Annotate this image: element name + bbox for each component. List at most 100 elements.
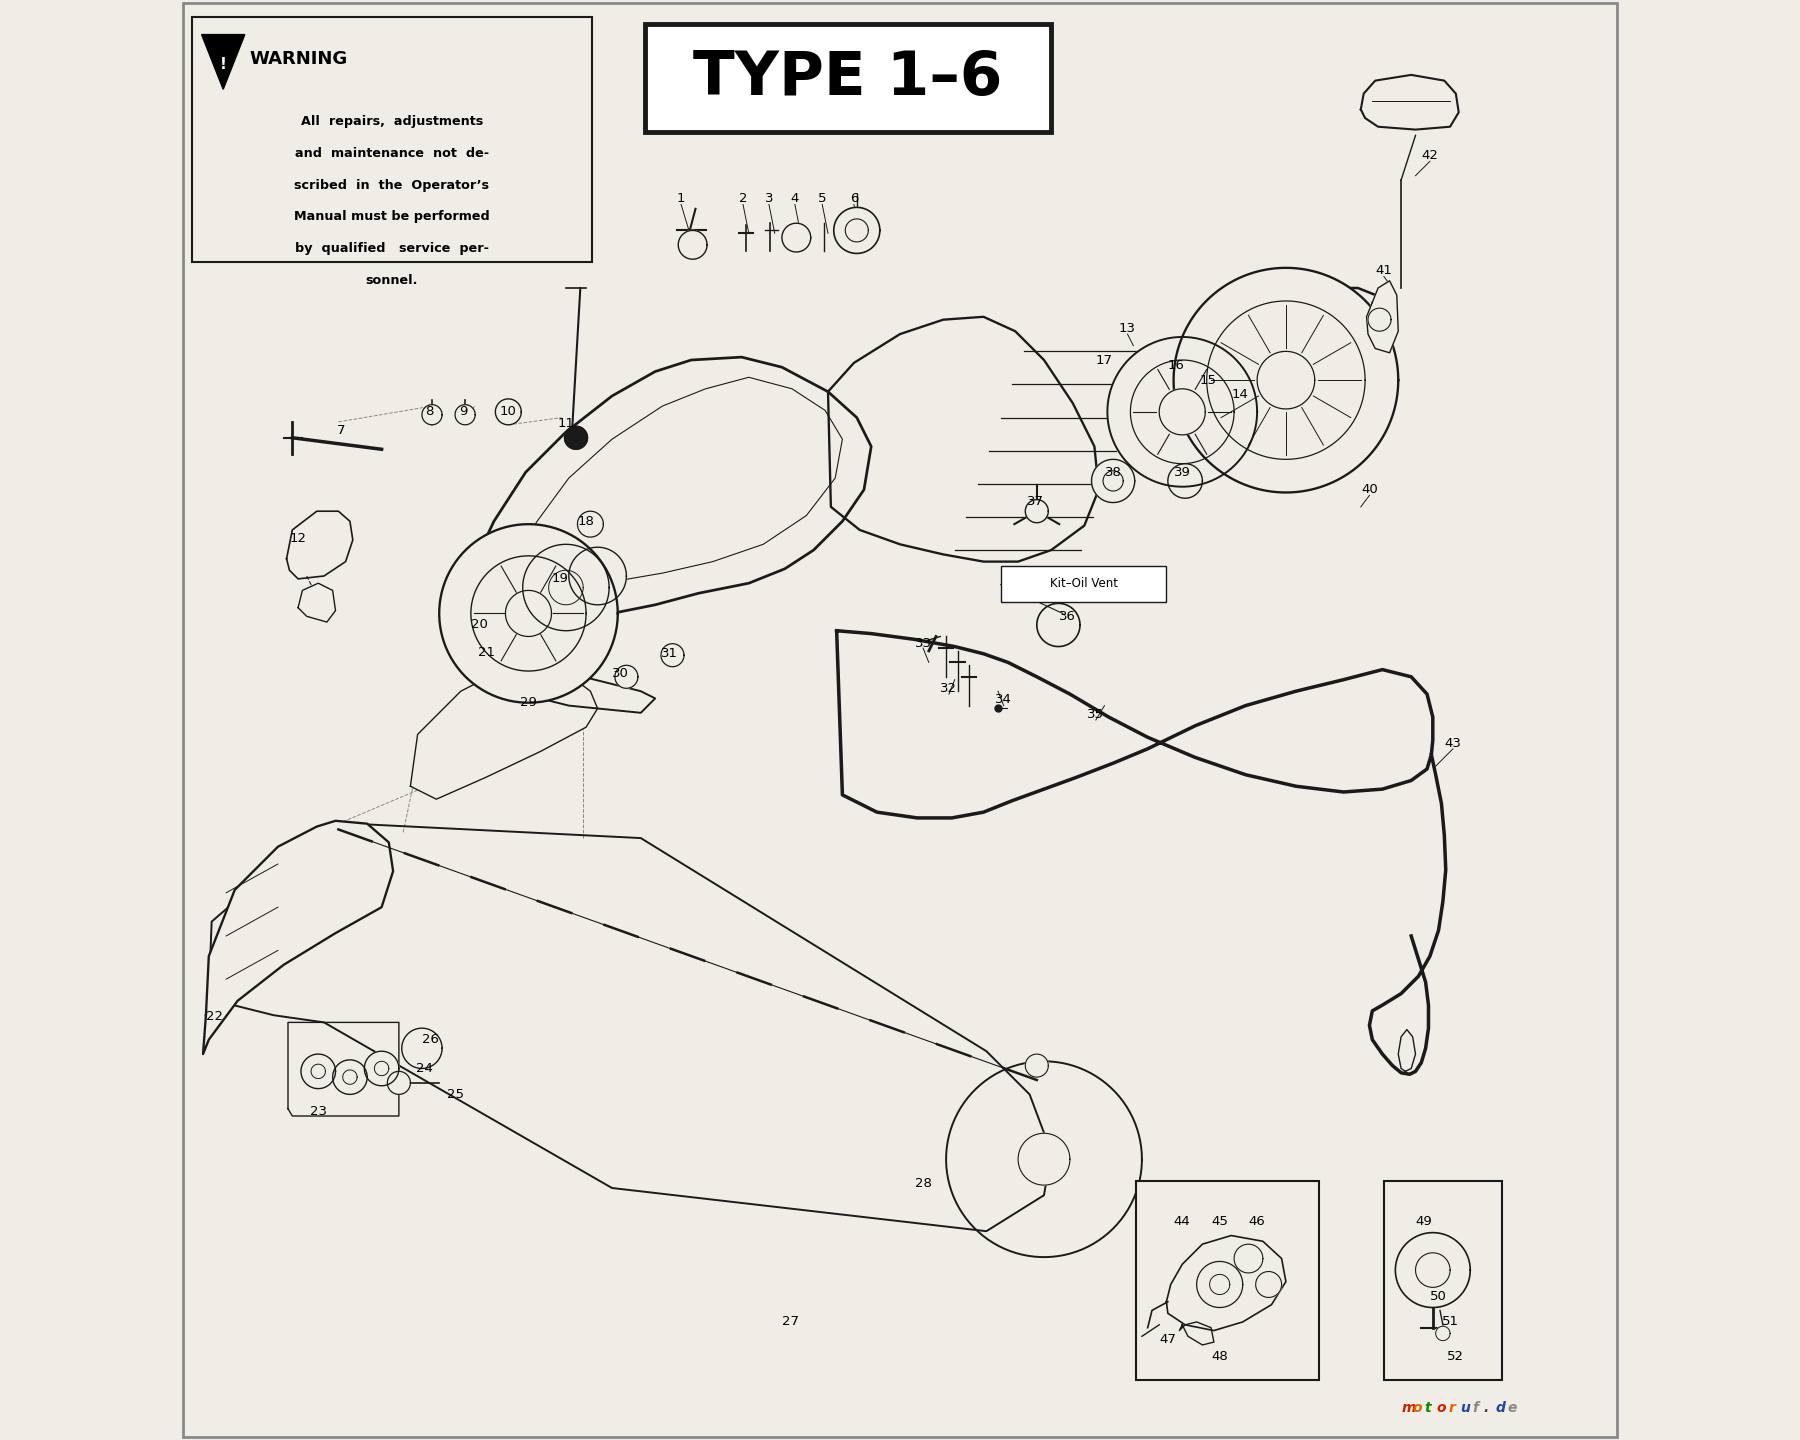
Polygon shape (661, 644, 684, 667)
Text: 36: 36 (1058, 609, 1075, 624)
Text: o: o (1413, 1401, 1422, 1416)
Text: o: o (1436, 1401, 1445, 1416)
Text: 31: 31 (661, 647, 679, 661)
Polygon shape (301, 1054, 335, 1089)
Text: 9: 9 (459, 405, 468, 419)
Polygon shape (1399, 1030, 1415, 1071)
Bar (1136, 1181, 1319, 1380)
Text: 7: 7 (337, 423, 346, 438)
Text: 23: 23 (310, 1104, 328, 1119)
Text: 19: 19 (553, 572, 569, 586)
Text: 51: 51 (1442, 1315, 1458, 1329)
Polygon shape (781, 223, 810, 252)
Polygon shape (410, 665, 598, 799)
Text: 8: 8 (425, 405, 434, 419)
Text: 37: 37 (1026, 494, 1044, 508)
Text: 30: 30 (612, 667, 628, 681)
Text: 46: 46 (1249, 1214, 1265, 1228)
Polygon shape (506, 590, 551, 636)
Text: 45: 45 (1211, 1214, 1228, 1228)
Text: 17: 17 (1096, 353, 1112, 367)
Polygon shape (401, 1028, 443, 1068)
Polygon shape (202, 35, 245, 89)
Text: 3: 3 (765, 192, 774, 206)
Polygon shape (1107, 337, 1256, 487)
Polygon shape (1415, 1253, 1451, 1287)
Text: 26: 26 (423, 1032, 439, 1047)
Polygon shape (522, 544, 608, 631)
Polygon shape (565, 426, 587, 449)
Polygon shape (1037, 603, 1080, 647)
Text: 25: 25 (446, 1087, 464, 1102)
Text: 24: 24 (416, 1061, 434, 1076)
Polygon shape (472, 556, 587, 671)
Text: 32: 32 (940, 681, 958, 696)
Text: 20: 20 (472, 618, 488, 632)
Polygon shape (1174, 268, 1399, 492)
Text: 10: 10 (500, 405, 517, 419)
Polygon shape (1210, 1274, 1229, 1295)
Polygon shape (1091, 459, 1134, 503)
Text: 2: 2 (738, 192, 747, 206)
Polygon shape (387, 1071, 410, 1094)
Polygon shape (342, 1070, 356, 1084)
Text: and  maintenance  not  de-: and maintenance not de- (295, 147, 490, 160)
Text: 39: 39 (1174, 465, 1190, 480)
Polygon shape (679, 230, 707, 259)
Polygon shape (439, 524, 617, 703)
Text: 11: 11 (558, 416, 574, 431)
Text: 15: 15 (1199, 373, 1217, 387)
Polygon shape (616, 665, 637, 688)
Text: 13: 13 (1120, 321, 1136, 336)
Text: 35: 35 (1087, 707, 1105, 721)
Polygon shape (1019, 1133, 1069, 1185)
Bar (1384, 1181, 1501, 1380)
Text: 43: 43 (1445, 736, 1462, 750)
Polygon shape (1026, 1054, 1048, 1077)
Polygon shape (833, 207, 880, 253)
Polygon shape (1235, 1244, 1264, 1273)
Text: All  repairs,  adjustments: All repairs, adjustments (301, 115, 482, 128)
Text: Manual must be performed: Manual must be performed (293, 210, 490, 223)
Polygon shape (1188, 288, 1390, 478)
Polygon shape (1256, 351, 1314, 409)
Text: .: . (1483, 1401, 1489, 1416)
Polygon shape (1179, 1322, 1213, 1345)
Text: m: m (1400, 1401, 1415, 1416)
Text: f: f (1472, 1401, 1478, 1416)
Polygon shape (569, 547, 626, 605)
Text: 5: 5 (817, 192, 826, 206)
Polygon shape (203, 821, 392, 1054)
Polygon shape (468, 576, 655, 713)
Text: WARNING: WARNING (248, 50, 347, 68)
Text: 27: 27 (781, 1315, 799, 1329)
Text: Kit–Oil Vent: Kit–Oil Vent (1049, 577, 1118, 590)
Text: 21: 21 (479, 645, 495, 660)
Text: 18: 18 (578, 514, 594, 528)
Polygon shape (1395, 1233, 1471, 1308)
Polygon shape (1206, 301, 1364, 459)
Polygon shape (1361, 75, 1458, 130)
Polygon shape (333, 1060, 367, 1094)
Bar (644, 24, 1051, 132)
Text: !: ! (220, 58, 227, 72)
Text: 28: 28 (914, 1176, 931, 1191)
Text: 12: 12 (290, 531, 306, 546)
Polygon shape (1103, 471, 1123, 491)
Text: sonnel.: sonnel. (365, 274, 418, 287)
Text: u: u (1460, 1401, 1471, 1416)
Text: 50: 50 (1431, 1289, 1447, 1303)
Polygon shape (299, 583, 335, 622)
Text: 14: 14 (1231, 387, 1247, 402)
Polygon shape (1436, 1326, 1451, 1341)
Polygon shape (1130, 360, 1235, 464)
Text: 49: 49 (1417, 1214, 1433, 1228)
Polygon shape (947, 1061, 1141, 1257)
Text: 44: 44 (1174, 1214, 1190, 1228)
Text: 40: 40 (1361, 482, 1377, 497)
Text: 38: 38 (1105, 465, 1121, 480)
Polygon shape (1166, 1236, 1285, 1331)
Text: t: t (1426, 1401, 1431, 1416)
Text: 29: 29 (520, 696, 536, 710)
Polygon shape (837, 631, 1433, 818)
